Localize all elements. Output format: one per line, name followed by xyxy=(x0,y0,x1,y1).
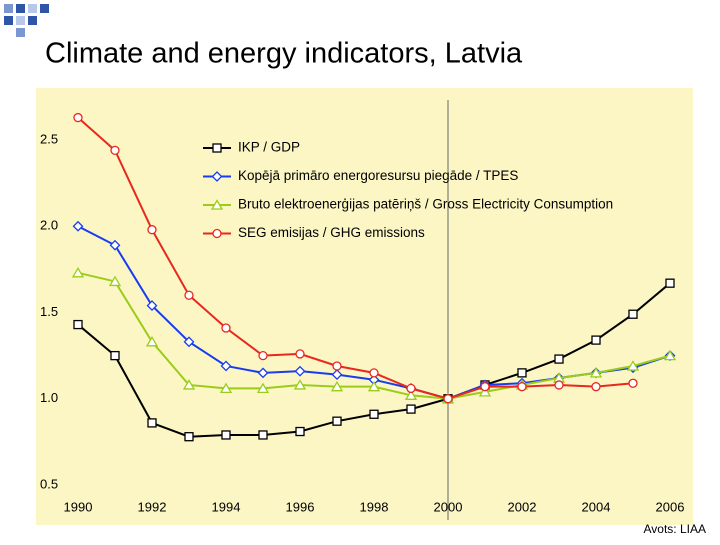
marker xyxy=(109,239,121,251)
marker xyxy=(182,379,196,390)
legend-label: SEG emisijas / GHG emissions xyxy=(238,225,425,240)
marker xyxy=(210,199,224,210)
marker xyxy=(443,394,453,404)
marker xyxy=(554,354,564,364)
marker xyxy=(221,430,231,440)
slide-title: Climate and energy indicators, Latvia xyxy=(45,38,523,70)
marker xyxy=(212,228,222,239)
marker xyxy=(295,349,305,359)
x-tick-label: 2004 xyxy=(582,499,611,514)
marker xyxy=(293,379,307,390)
y-tick-label: 0.5 xyxy=(40,476,58,491)
marker xyxy=(110,350,120,361)
series-line xyxy=(77,116,634,400)
marker xyxy=(330,380,344,392)
marker xyxy=(184,432,194,442)
marker xyxy=(147,225,157,235)
marker xyxy=(295,426,305,437)
marker xyxy=(73,319,83,330)
source: Avots: LIAA xyxy=(644,522,706,536)
marker xyxy=(478,386,492,397)
marker xyxy=(258,350,268,361)
marker xyxy=(589,367,603,378)
marker xyxy=(591,335,601,345)
marker xyxy=(369,368,379,378)
marker xyxy=(145,336,159,347)
legend-label: Bruto elektroenerģijas patēriņš / Gross … xyxy=(238,197,613,212)
x-tick-label: 1996 xyxy=(286,499,315,514)
legend-label: Kopējā primāro energoresursu piegāde / T… xyxy=(238,168,518,183)
marker xyxy=(219,382,233,394)
marker xyxy=(663,349,677,361)
marker xyxy=(626,360,640,371)
x-tick-label: 1994 xyxy=(212,499,241,514)
marker xyxy=(73,112,83,123)
marker xyxy=(146,300,158,312)
y-tick-label: 1.5 xyxy=(40,304,58,319)
legend-label: IKP / GDP xyxy=(238,140,300,155)
chart-background xyxy=(36,88,693,525)
y-tick-label: 1.0 xyxy=(40,390,58,405)
marker xyxy=(517,368,527,378)
marker xyxy=(628,309,638,319)
marker xyxy=(406,404,416,414)
marker xyxy=(331,369,343,381)
marker xyxy=(369,409,379,419)
x-tick-label: 1992 xyxy=(138,499,167,514)
marker xyxy=(406,383,416,394)
marker xyxy=(147,418,157,428)
marker xyxy=(211,171,223,182)
x-tick-label: 2002 xyxy=(508,499,537,514)
x-tick-label: 2006 xyxy=(656,499,685,514)
marker xyxy=(256,382,270,394)
marker xyxy=(332,416,342,426)
decoration xyxy=(4,4,49,37)
x-tick-label: 1998 xyxy=(360,499,389,514)
marker xyxy=(71,267,85,278)
x-tick-label: 1990 xyxy=(64,499,93,514)
marker xyxy=(554,380,564,390)
marker xyxy=(480,382,490,392)
marker xyxy=(212,143,222,153)
marker xyxy=(367,380,381,392)
marker xyxy=(258,430,268,440)
marker xyxy=(628,378,638,388)
marker xyxy=(221,323,231,333)
marker xyxy=(108,275,122,287)
marker xyxy=(184,290,194,300)
marker xyxy=(110,145,120,156)
y-tick-label: 2.5 xyxy=(40,131,58,146)
marker xyxy=(591,382,601,392)
marker xyxy=(517,382,527,392)
marker xyxy=(257,367,269,379)
marker xyxy=(72,220,84,232)
marker xyxy=(220,360,232,372)
y-tick-label: 2.0 xyxy=(40,218,58,233)
marker xyxy=(294,365,306,377)
marker xyxy=(183,336,195,348)
marker xyxy=(665,278,675,288)
marker xyxy=(404,389,418,400)
marker xyxy=(332,361,342,371)
